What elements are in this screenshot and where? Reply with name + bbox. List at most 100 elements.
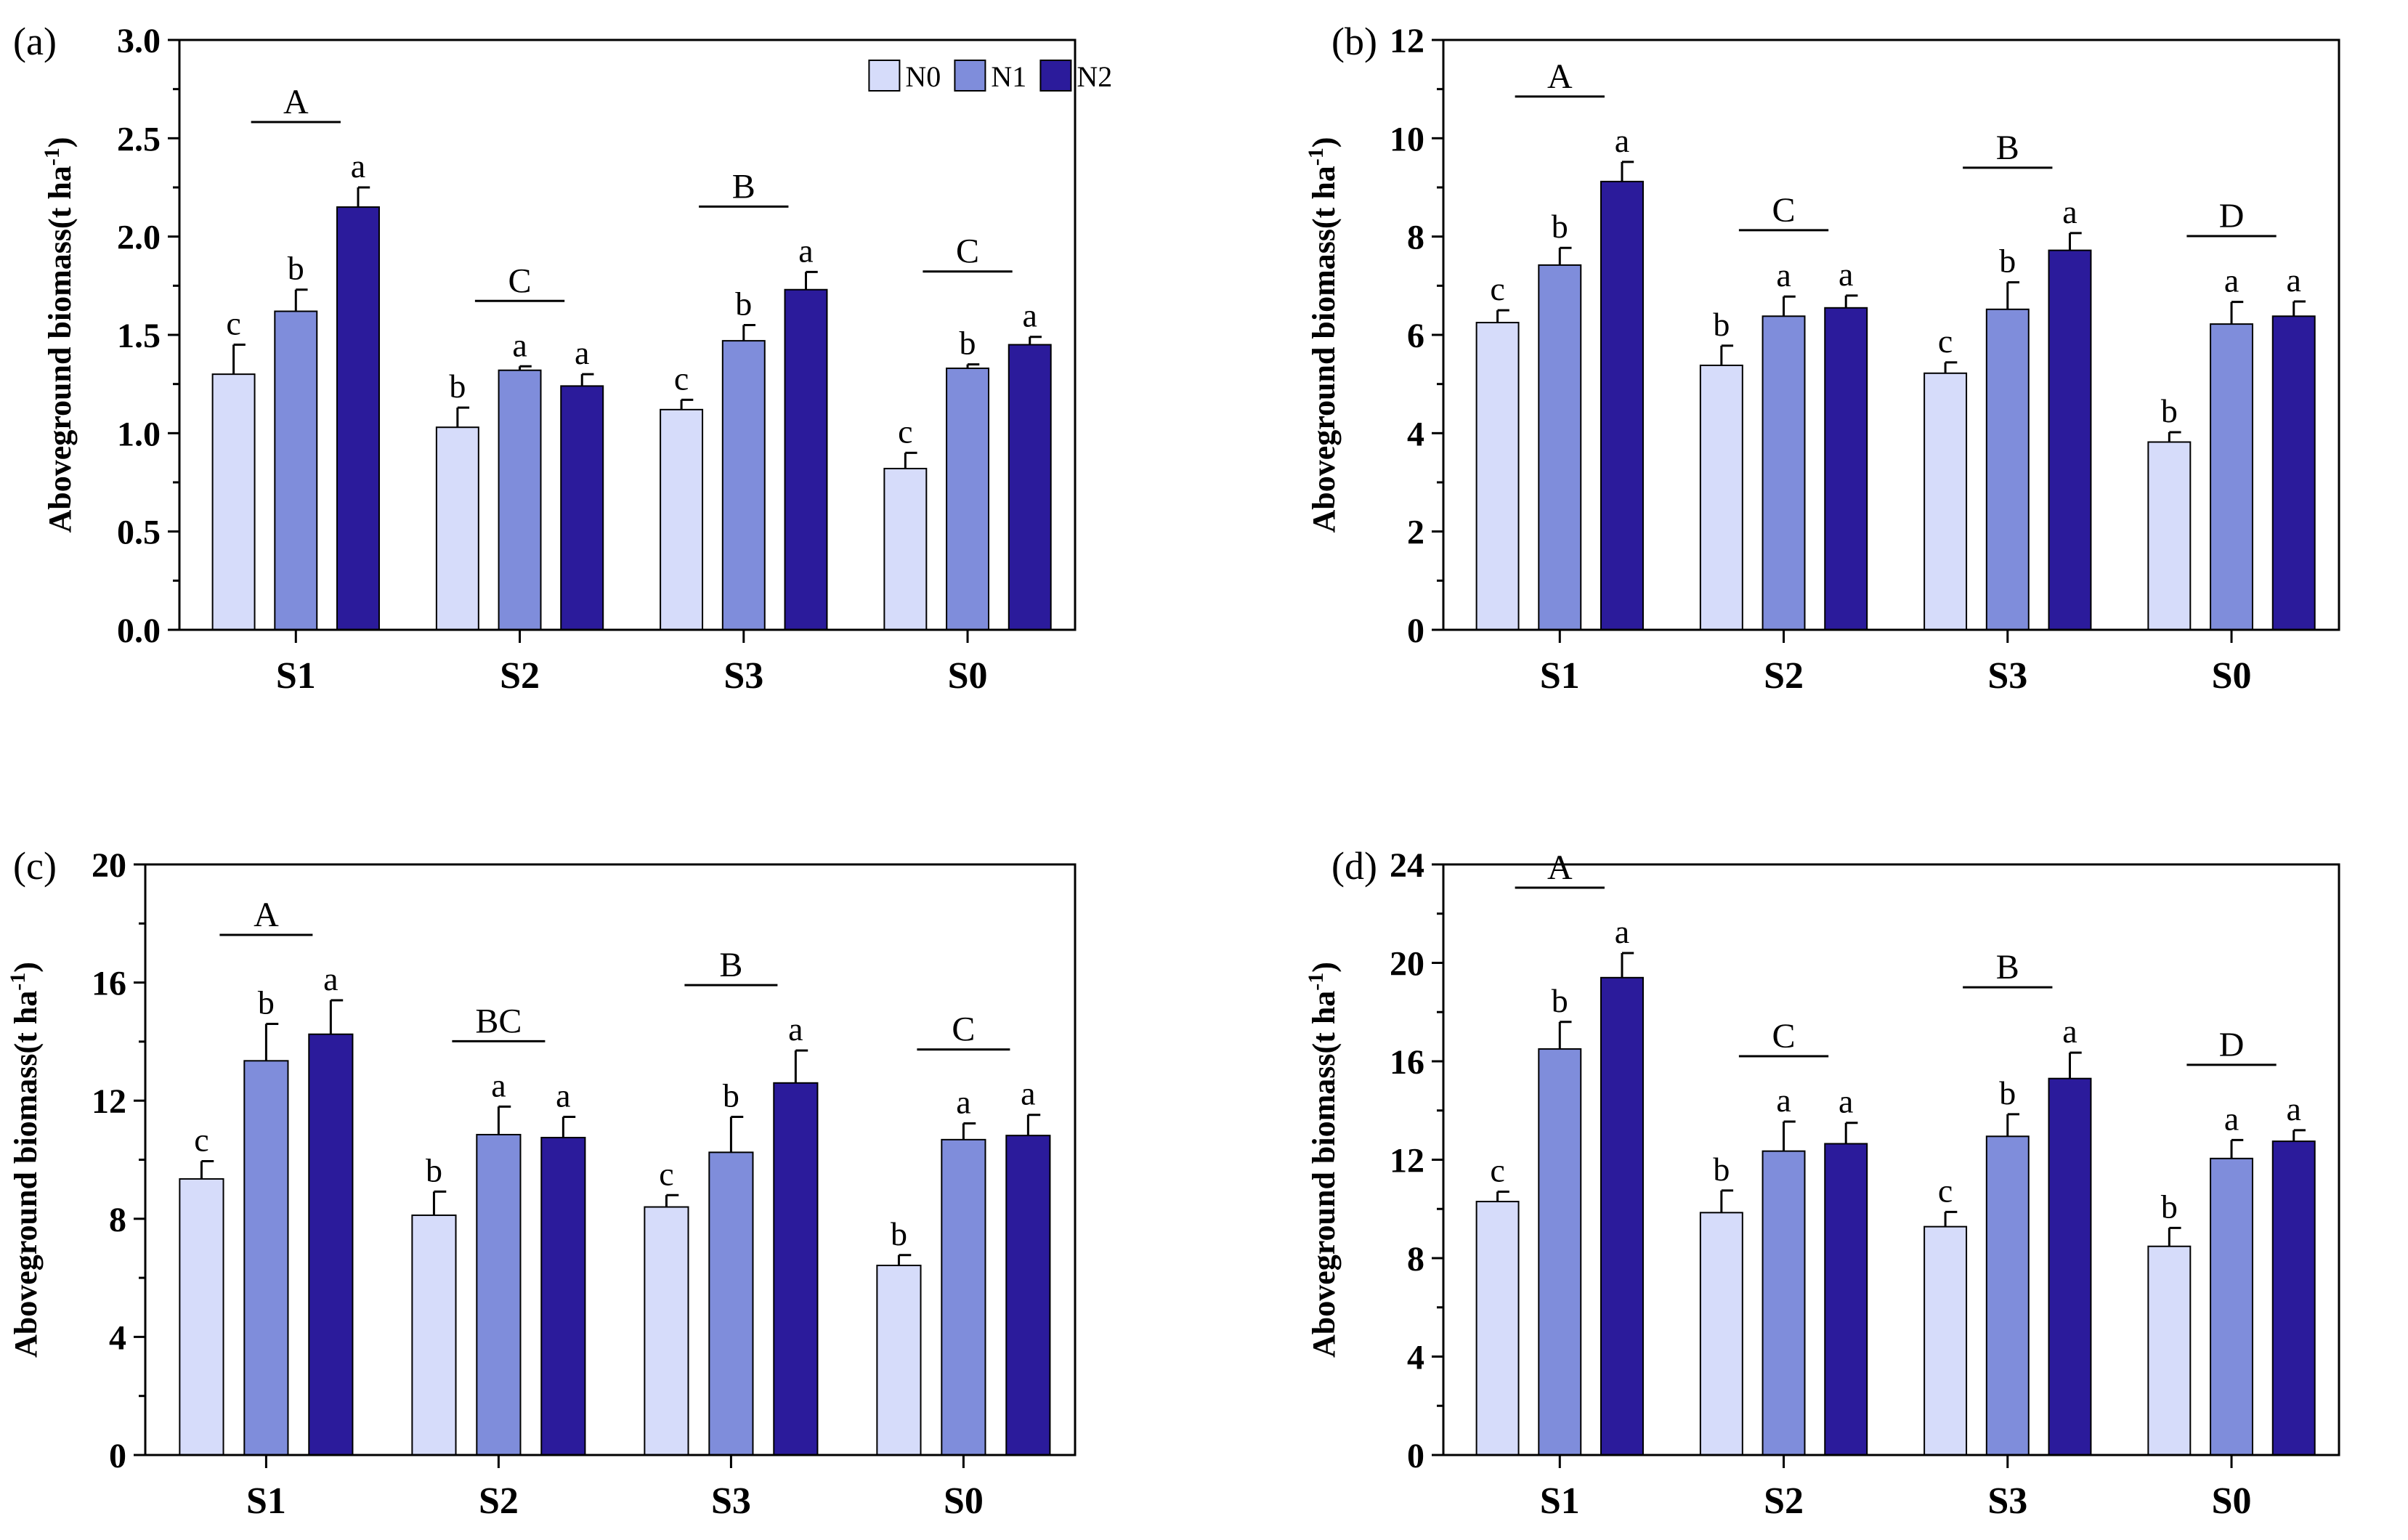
panel-label: (d) — [1331, 844, 1377, 888]
significance-letter: a — [2287, 262, 2301, 299]
bar-N0-S3 — [1923, 372, 1968, 631]
y-axis-label-main: Aboveground biomass(t ha — [8, 991, 44, 1358]
significance-letter: a — [1615, 122, 1629, 159]
y-tick-label: 0 — [1407, 1437, 1424, 1475]
y-tick-label: 0 — [1407, 612, 1424, 650]
x-tick-label: S1 — [1540, 655, 1580, 697]
bar-N1-S3 — [1985, 1135, 2030, 1456]
significance-letter: b — [288, 250, 304, 287]
y-tick-label: 8 — [109, 1201, 126, 1239]
bar-N0-S0 — [876, 1265, 922, 1456]
group-letter: A — [254, 896, 279, 934]
x-tick-label: S0 — [948, 655, 988, 697]
group-letter: A — [283, 83, 309, 121]
bar-N2-S1 — [1600, 976, 1644, 1456]
significance-letter: c — [194, 1122, 208, 1159]
y-tick-label: 2.5 — [117, 120, 161, 158]
significance-letter: b — [258, 984, 275, 1021]
y-tick-label: 20 — [1390, 945, 1424, 984]
significance-letter: a — [2062, 193, 2077, 230]
bar-N1-S2 — [1762, 1150, 1806, 1456]
y-axis-label-end: ) — [8, 962, 44, 973]
significance-letter: a — [323, 960, 338, 997]
significance-letter: c — [898, 413, 912, 450]
legend-swatch-N1 — [954, 60, 986, 92]
significance-letter: a — [956, 1084, 970, 1121]
group-letter: D — [2219, 1026, 2245, 1064]
bar-N2-S0 — [1005, 1135, 1051, 1456]
bar-N2-S0 — [2271, 315, 2316, 631]
x-tick-label: S2 — [1764, 655, 1804, 697]
bar-N0-S1 — [1475, 322, 1520, 631]
x-tick-label: S1 — [246, 1480, 286, 1522]
x-tick-label: S1 — [276, 655, 316, 697]
bar-N0-S3 — [1923, 1225, 1968, 1456]
y-axis-label-end: ) — [1306, 137, 1342, 148]
significance-letter: a — [1776, 1082, 1791, 1119]
bar-N1-S0 — [941, 1138, 986, 1456]
x-tick-label: S2 — [479, 1480, 519, 1522]
group-letter: A — [1547, 848, 1573, 887]
y-axis-label-end: ) — [42, 137, 78, 148]
bar-N0-S2 — [411, 1214, 457, 1456]
y-tick-label: 16 — [92, 965, 126, 1003]
significance-letter: a — [491, 1066, 506, 1103]
x-tick-label: S3 — [711, 1480, 751, 1522]
y-tick-label: 24 — [1390, 846, 1424, 885]
bar-N1-S3 — [1985, 308, 2030, 631]
group-letter: C — [952, 1010, 975, 1049]
y-axis-label-sup: -1 — [6, 973, 30, 991]
significance-letter: b — [1552, 208, 1568, 245]
group-letter: D — [2219, 197, 2245, 235]
y-tick-label: 4 — [1407, 1339, 1424, 1377]
significance-letter: b — [1713, 306, 1730, 343]
bar-N0-S1 — [179, 1178, 224, 1456]
x-tick-label: S2 — [1764, 1480, 1804, 1522]
bar-N2-S0 — [1008, 344, 1052, 631]
panel-b: (b) c b c b b a b a a a a a A C B D 0 2 4 6 8 10 12 S1 S2 S3 S0 Abov… — [1304, 20, 2340, 697]
y-tick-label: 0.5 — [117, 514, 161, 552]
group-letter: C — [956, 232, 979, 271]
significance-letter: b — [2161, 1188, 2178, 1225]
legend-swatch-N0 — [868, 60, 901, 92]
significance-letter: b — [449, 368, 466, 405]
significance-letter: c — [226, 305, 240, 342]
significance-letter: a — [1776, 256, 1791, 293]
significance-letter: c — [1490, 270, 1504, 307]
bar-N1-S1 — [274, 310, 318, 631]
bar-N2-S3 — [773, 1082, 819, 1456]
panel-label: (c) — [13, 844, 57, 888]
y-tick-label: 1.0 — [117, 415, 161, 453]
y-tick-label: 8 — [1407, 1240, 1424, 1278]
significance-letter: b — [723, 1077, 739, 1114]
group-letter: B — [1996, 129, 2019, 167]
bar-N1-S2 — [1762, 315, 1806, 631]
y-tick-label: 0 — [109, 1437, 126, 1475]
significance-letter: a — [2062, 1013, 2077, 1050]
group-letter: C — [1772, 1017, 1796, 1055]
bar-N1-S2 — [476, 1133, 522, 1456]
bar-N2-S3 — [2048, 1077, 2092, 1456]
significance-letter: a — [1021, 1075, 1035, 1112]
bar-N2-S1 — [336, 206, 380, 631]
bar-N0-S3 — [660, 408, 704, 631]
y-axis-label-main: Aboveground biomass(t ha — [1306, 991, 1342, 1358]
y-tick-label: 4 — [1407, 415, 1424, 453]
bar-N1-S0 — [2210, 323, 2254, 631]
legend-label-N2: N2 — [1077, 60, 1112, 93]
y-tick-label: 16 — [1390, 1043, 1424, 1082]
x-tick-label: S0 — [944, 1480, 984, 1522]
group-letter: B — [1996, 948, 2019, 986]
bar-N2-S2 — [560, 385, 604, 631]
legend-label-N1: N1 — [991, 60, 1026, 93]
x-tick-label: S3 — [723, 655, 763, 697]
significance-letter: c — [659, 1155, 673, 1192]
significance-letter: b — [2161, 392, 2178, 429]
bar-N2-S3 — [2048, 249, 2092, 631]
significance-letter: b — [1713, 1151, 1730, 1188]
y-axis-label-main: Aboveground biomass(t ha — [42, 166, 78, 532]
significance-letter: a — [1023, 297, 1037, 334]
y-tick-label: 3.0 — [117, 22, 161, 60]
bar-N0-S2 — [435, 426, 479, 631]
